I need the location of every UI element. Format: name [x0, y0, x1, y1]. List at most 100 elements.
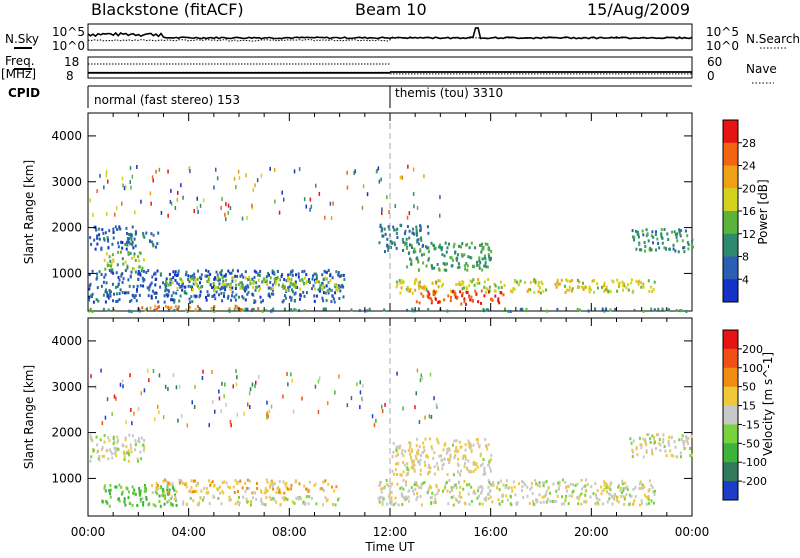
data-cell: [324, 307, 327, 311]
data-cell: [321, 296, 324, 300]
data-cell: [446, 449, 449, 453]
power-data: [88, 164, 694, 314]
data-cell: [409, 446, 412, 449]
data-cell: [468, 502, 471, 506]
data-cell: [536, 483, 539, 487]
data-cell: [389, 239, 392, 243]
data-cell: [532, 502, 535, 506]
data-cell: [388, 210, 390, 214]
data-cell: [248, 275, 251, 279]
data-cell: [278, 487, 281, 491]
data-cell: [176, 197, 179, 202]
data-cell: [670, 454, 673, 457]
data-cell: [236, 500, 239, 504]
data-cell: [555, 489, 558, 493]
data-cell: [470, 470, 472, 474]
data-cell: [435, 483, 438, 487]
data-cell: [183, 290, 186, 294]
data-cell: [499, 280, 502, 284]
data-cell: [213, 305, 216, 308]
data-cell: [119, 382, 122, 387]
data-cell: [629, 437, 632, 441]
data-cell: [505, 484, 508, 487]
data-cell: [123, 186, 126, 191]
data-cell: [266, 279, 268, 283]
data-cell: [339, 289, 342, 293]
data-cell: [318, 289, 321, 293]
data-cell: [645, 502, 648, 506]
data-cell: [231, 290, 234, 294]
data-cell: [169, 277, 172, 281]
data-cell: [416, 256, 419, 260]
data-cell: [381, 211, 383, 216]
data-cell: [373, 423, 376, 428]
data-cell: [638, 482, 641, 486]
data-cell: [329, 278, 332, 282]
data-cell: [653, 280, 656, 284]
data-cell: [487, 290, 490, 294]
data-cell: [621, 482, 624, 486]
noise-right-tick-top: 10^5: [706, 25, 739, 39]
data-cell: [294, 479, 297, 483]
data-cell: [457, 481, 460, 485]
data-cell: [127, 251, 130, 254]
data-cell: [451, 258, 454, 262]
data-cell: [401, 281, 404, 285]
data-cell: [172, 291, 175, 295]
data-cell: [252, 285, 255, 289]
data-cell: [275, 500, 278, 504]
data-cell: [143, 235, 146, 239]
data-cell: [204, 274, 207, 278]
data-cell: [343, 278, 346, 281]
data-cell: [482, 472, 485, 476]
data-cell: [239, 286, 242, 290]
data-cell: [583, 286, 585, 290]
data-cell: [334, 503, 337, 507]
data-cell: [310, 204, 313, 209]
data-cell: [638, 241, 641, 245]
colorbar-swatch: [723, 142, 738, 166]
data-cell: [414, 279, 416, 283]
data-cell: [519, 307, 522, 311]
data-cell: [308, 488, 311, 492]
data-cell: [427, 465, 430, 469]
data-cell: [249, 501, 252, 505]
data-cell: [170, 188, 172, 193]
data-cell: [194, 385, 196, 389]
data-cell: [218, 396, 221, 401]
data-cell: [281, 496, 284, 500]
data-cell: [213, 309, 216, 313]
data-cell: [137, 277, 140, 281]
velocity-x-ticks: [87, 318, 693, 516]
data-cell: [115, 271, 118, 275]
data-cell: [663, 445, 666, 449]
velocity-ylabel: Slant Range [km]: [22, 365, 36, 469]
data-cell: [213, 293, 216, 297]
data-cell: [205, 269, 207, 272]
data-cell: [218, 278, 221, 282]
data-cell: [291, 378, 293, 383]
data-cell: [539, 291, 542, 295]
data-cell: [657, 433, 660, 437]
data-cell: [608, 486, 611, 490]
data-cell: [576, 496, 579, 500]
data-cell: [143, 388, 146, 393]
data-cell: [209, 483, 212, 487]
data-cell: [333, 300, 336, 304]
data-cell: [457, 470, 459, 474]
data-cell: [142, 501, 145, 504]
data-cell: [338, 374, 340, 379]
data-cell: [647, 495, 650, 499]
data-cell: [654, 233, 657, 237]
data-cell: [483, 280, 486, 284]
data-cell: [242, 495, 245, 499]
data-cell: [278, 210, 281, 215]
data-cell: [96, 443, 99, 447]
data-cell: [181, 283, 184, 287]
data-cell: [111, 452, 114, 456]
data-cell: [431, 281, 434, 285]
data-cell: [151, 491, 154, 495]
data-cell: [472, 264, 475, 268]
data-cell: [103, 454, 105, 458]
data-cell: [626, 485, 629, 489]
